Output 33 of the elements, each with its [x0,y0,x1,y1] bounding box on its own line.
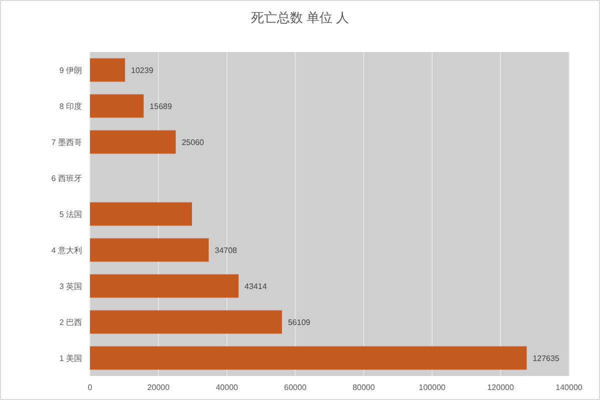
y-tick-label: 7 墨西哥 [51,138,82,147]
x-tick-label: 20000 [147,383,170,392]
y-tick-label: 8 印度 [59,102,82,111]
y-tick-label: 4 意大利 [51,246,82,255]
y-tick-label: 6 西班牙 [51,174,82,183]
data-label: 34708 [214,246,238,255]
x-tick-label: 140000 [556,383,583,392]
data-label: 43414 [244,282,268,291]
x-tick-label: 80000 [352,383,376,392]
x-tick-label: 60000 [284,383,307,392]
data-label: 127635 [532,354,560,363]
bar [90,238,209,262]
bar [90,274,239,298]
bar [90,202,192,226]
y-tick-label: 9 伊朗 [59,66,82,75]
bar [90,310,282,334]
y-tick-label: 3 英国 [59,282,82,291]
bar [90,346,527,370]
data-label: 10239 [131,66,154,75]
bar [90,130,176,154]
data-label: 25060 [182,138,205,147]
x-tick-label: 120000 [487,383,514,392]
data-label: 56109 [288,318,311,327]
bar [90,94,144,118]
chart-title: 死亡总数 单位 人 [250,10,350,25]
y-tick-label: 2 巴西 [59,318,82,327]
x-tick-label: 40000 [216,383,239,392]
y-tick-label: 5 法国 [59,210,82,219]
bar [90,58,126,82]
y-tick-label: 1 美国 [59,354,82,363]
data-label: 15689 [150,102,172,111]
x-tick-label: 0 [88,383,93,392]
x-tick-label: 100000 [418,383,446,392]
